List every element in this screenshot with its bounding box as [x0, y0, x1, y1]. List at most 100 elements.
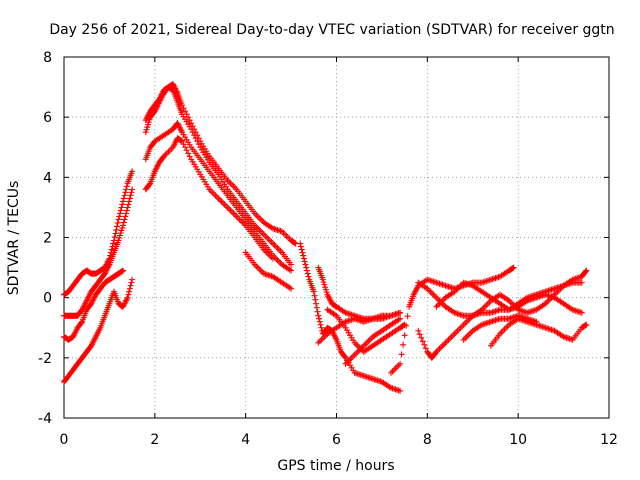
data-point — [125, 201, 132, 208]
data-point — [265, 236, 272, 243]
data-point — [179, 138, 186, 145]
data-point — [120, 195, 127, 202]
data-point — [123, 210, 130, 217]
data-point — [124, 204, 131, 211]
data-point — [428, 290, 435, 297]
data-point — [182, 108, 189, 115]
data-point — [388, 369, 394, 376]
data-point — [219, 199, 226, 206]
data-point — [285, 234, 292, 241]
y-axis-label: SDTVAR / TECUs — [6, 181, 22, 296]
data-point — [312, 296, 319, 303]
data-point — [298, 246, 305, 253]
data-point — [300, 255, 307, 262]
data-point — [108, 246, 115, 253]
data-point — [238, 217, 245, 224]
x-tick-label: 10 — [509, 432, 527, 448]
data-point — [436, 345, 443, 352]
data-point — [229, 208, 236, 215]
data-point — [301, 258, 308, 265]
x-tick-label: 8 — [423, 432, 432, 448]
data-point — [316, 338, 323, 345]
data-point — [230, 183, 237, 190]
data-point — [389, 368, 396, 375]
data-point — [299, 249, 306, 256]
data-point — [500, 327, 507, 334]
data-point — [113, 226, 120, 233]
data-point — [114, 219, 121, 226]
data-point — [226, 205, 233, 212]
data-point — [442, 339, 449, 346]
y-tick-label: 0 — [43, 291, 52, 307]
data-point — [127, 282, 134, 289]
data-point — [215, 195, 222, 202]
series-track-14 — [342, 315, 404, 367]
data-point — [462, 335, 469, 342]
data-point — [578, 309, 585, 316]
data-point — [391, 366, 398, 373]
data-point — [166, 147, 173, 154]
data-point — [256, 226, 263, 233]
data-point — [269, 240, 276, 247]
data-point — [124, 294, 131, 301]
data-point — [118, 204, 125, 211]
x-tick-label: 6 — [332, 432, 341, 448]
data-point — [117, 210, 124, 217]
data-point — [305, 273, 312, 280]
data-point — [439, 297, 446, 304]
data-point — [207, 187, 214, 194]
data-point — [415, 327, 422, 334]
data-point — [501, 326, 508, 333]
data-point — [578, 279, 585, 286]
data-point — [183, 147, 190, 154]
data-point — [224, 204, 231, 211]
data-point — [366, 336, 373, 343]
data-point — [288, 267, 295, 274]
data-point — [315, 339, 322, 346]
data-point — [347, 356, 354, 363]
y-tick-label: 6 — [43, 110, 52, 126]
data-point — [397, 360, 404, 367]
data-point — [112, 230, 119, 237]
y-tick-label: 4 — [43, 170, 52, 186]
data-point — [272, 243, 279, 250]
data-point — [440, 341, 447, 348]
data-point — [262, 248, 269, 255]
data-point — [253, 263, 260, 270]
data-point — [466, 315, 473, 322]
data-point — [254, 264, 261, 271]
data-point — [510, 264, 517, 271]
data-point — [182, 144, 189, 151]
data-point — [318, 324, 325, 331]
data-point — [275, 258, 282, 265]
data-point — [239, 219, 246, 226]
data-point — [419, 338, 426, 345]
series-track-17 — [415, 267, 590, 361]
data-point — [404, 313, 411, 320]
data-point — [392, 365, 399, 372]
series-track-6 — [142, 84, 295, 268]
data-point — [465, 332, 472, 339]
data-point — [117, 207, 124, 214]
data-point — [351, 351, 358, 358]
data-point — [271, 242, 278, 249]
data-point — [453, 329, 460, 336]
data-point — [318, 336, 325, 343]
data-point — [450, 332, 457, 339]
data-point — [456, 284, 463, 291]
data-point — [395, 362, 402, 369]
data-point — [582, 268, 589, 275]
data-point — [437, 299, 444, 306]
data-point — [416, 331, 423, 338]
y-tick-label: -2 — [38, 351, 52, 367]
data-point — [268, 239, 275, 246]
series-track-10 — [297, 240, 404, 394]
data-point — [213, 193, 220, 200]
data-point — [121, 216, 128, 223]
data-point — [436, 300, 443, 307]
data-point — [110, 240, 117, 247]
chart-title: Day 256 of 2021, Sidereal Day-to-day VTE… — [49, 22, 614, 38]
data-point — [195, 141, 202, 148]
data-point — [431, 293, 438, 300]
data-point — [354, 348, 361, 355]
